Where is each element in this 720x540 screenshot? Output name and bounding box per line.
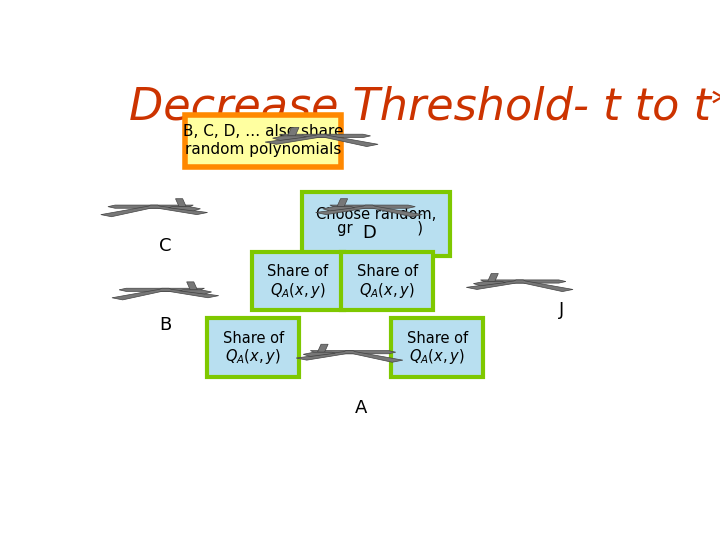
Polygon shape — [168, 207, 200, 211]
Text: C: C — [159, 237, 171, 255]
Polygon shape — [179, 290, 212, 294]
Text: J: J — [559, 301, 564, 319]
Polygon shape — [337, 199, 348, 207]
Polygon shape — [487, 274, 498, 281]
FancyBboxPatch shape — [302, 192, 450, 256]
Text: D: D — [362, 224, 376, 242]
Polygon shape — [303, 352, 336, 356]
Polygon shape — [474, 281, 505, 286]
Text: $Q_A(x,y)$: $Q_A(x,y)$ — [270, 281, 325, 300]
FancyBboxPatch shape — [341, 252, 433, 310]
Text: Share of: Share of — [407, 331, 468, 346]
Polygon shape — [323, 207, 355, 211]
Polygon shape — [467, 280, 573, 292]
Text: $Q_A(x,y)$: $Q_A(x,y)$ — [410, 347, 465, 366]
Text: Decrease Threshold- t to t*: Decrease Threshold- t to t* — [129, 85, 720, 129]
Text: B, C, D, … also share
random polynomials: B, C, D, … also share random polynomials — [183, 125, 343, 157]
Polygon shape — [318, 344, 328, 352]
Polygon shape — [265, 134, 378, 146]
Polygon shape — [315, 205, 423, 217]
Text: $Q_A(x,y)$: $Q_A(x,y)$ — [359, 281, 415, 300]
Polygon shape — [480, 280, 566, 283]
FancyBboxPatch shape — [207, 319, 300, 377]
Polygon shape — [296, 350, 402, 362]
Polygon shape — [112, 288, 219, 300]
FancyBboxPatch shape — [185, 114, 341, 167]
Polygon shape — [101, 205, 207, 217]
Polygon shape — [108, 205, 193, 208]
FancyBboxPatch shape — [252, 252, 344, 310]
FancyBboxPatch shape — [392, 319, 483, 377]
Text: Share of: Share of — [356, 265, 418, 279]
Text: Share of: Share of — [222, 331, 284, 346]
Text: A: A — [354, 399, 366, 417]
Text: gr              ): gr ) — [328, 221, 423, 237]
Polygon shape — [330, 205, 415, 208]
Polygon shape — [310, 350, 396, 354]
Text: B: B — [159, 316, 171, 334]
Text: Choose random,: Choose random, — [316, 207, 436, 222]
Polygon shape — [186, 282, 197, 290]
Polygon shape — [176, 199, 186, 207]
Polygon shape — [119, 288, 204, 292]
Text: Share of: Share of — [267, 265, 328, 279]
Polygon shape — [273, 136, 307, 140]
Text: $Q_A(x,y)$: $Q_A(x,y)$ — [225, 347, 281, 366]
Polygon shape — [280, 134, 371, 138]
Polygon shape — [288, 127, 299, 136]
